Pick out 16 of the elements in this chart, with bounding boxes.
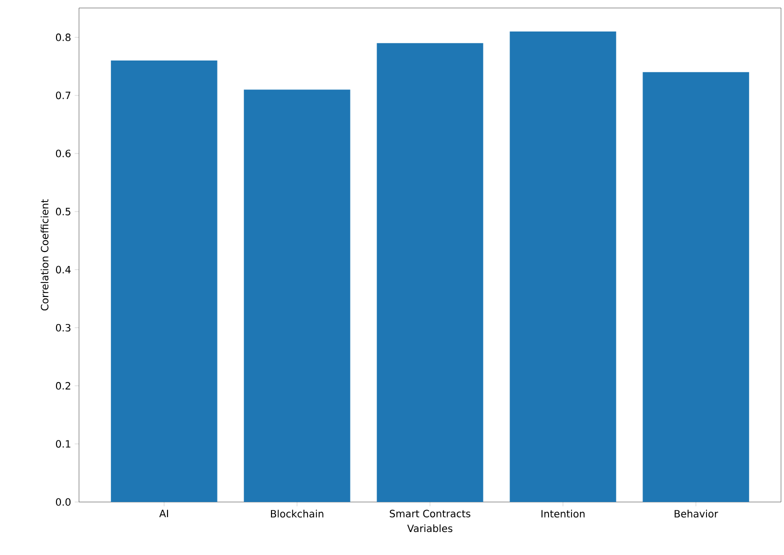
y-tick-label: 0.7 (56, 92, 70, 100)
y-tick-label: 0.5 (56, 208, 70, 216)
y-tick-label: 0.1 (56, 440, 70, 448)
x-tick-label: Smart Contracts (390, 510, 470, 518)
y-axis-title: Correlation Coefficient (40, 199, 48, 310)
y-tick-label: 0.6 (56, 150, 71, 158)
x-tick-label: Behavior (674, 510, 718, 518)
x-tick-label: AI (159, 510, 168, 518)
x-tick-label: Blockchain (270, 510, 324, 518)
y-tick-label: 0.4 (56, 266, 71, 274)
y-tick-label: 0.3 (56, 324, 70, 332)
y-tick-label: 0.8 (56, 34, 71, 42)
y-tick-label: 0.0 (56, 498, 71, 506)
y-tick-label: 0.2 (56, 382, 70, 390)
x-axis-title: Variables (407, 524, 452, 532)
x-tick-label: Intention (542, 510, 585, 518)
